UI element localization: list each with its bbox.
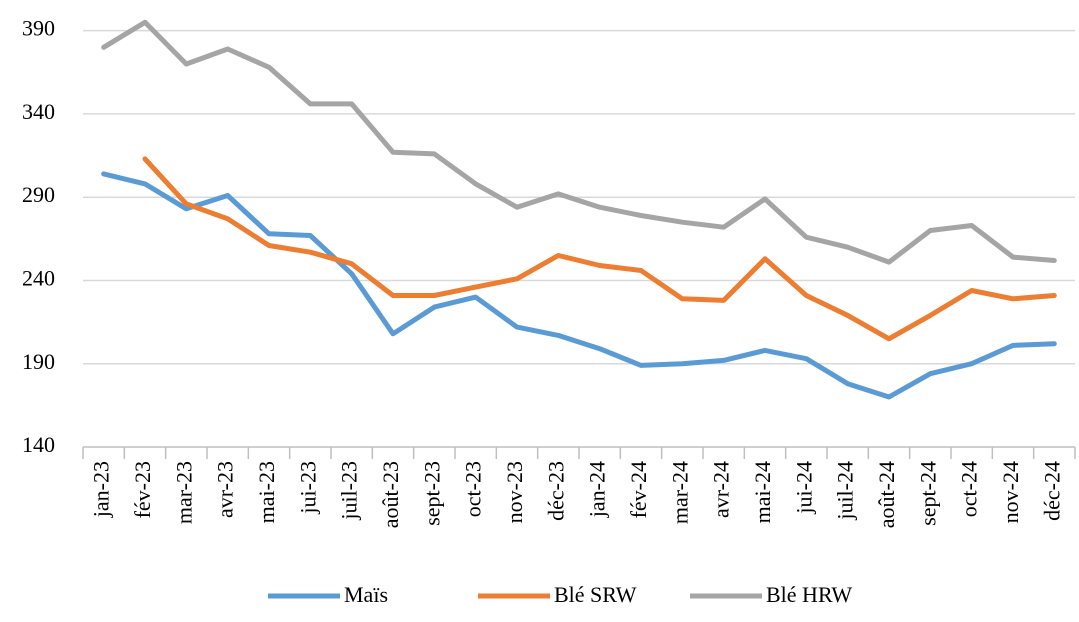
x-tick-label: juil-23 [337,461,362,521]
y-tick-label: 290 [22,182,55,207]
x-tick-label: fév-23 [130,461,155,518]
y-tick-label: 340 [22,99,55,124]
x-tick-label: nov-23 [502,461,527,523]
legend-label: Blé SRW [554,582,637,607]
line [142,156,1057,342]
x-tick-label: oct-23 [461,461,486,517]
line [101,19,1057,265]
y-tick-label: 140 [22,432,55,457]
x-tick-label: jan-24 [585,461,610,518]
line [101,171,1057,400]
x-tick-label: sept-23 [419,461,444,526]
x-tick-label: mai-24 [750,461,775,523]
x-tick-label: mar-24 [667,461,692,524]
x-tick-label: déc-24 [1039,461,1064,521]
x-tick-label: sept-24 [915,461,940,526]
x-tick-label: août-24 [874,461,899,528]
x-tick-label: avr-24 [709,461,734,518]
x-tick-label: oct-24 [957,461,982,517]
y-tick-label: 190 [22,349,55,374]
x-tick-label: mar-23 [171,461,196,524]
x-tick-label: nov-24 [998,461,1023,523]
y-tick-label: 390 [22,16,55,41]
x-tick-label: jui-24 [791,461,816,515]
x-tick-label: avr-23 [213,461,238,518]
x-tick-label: fév-24 [626,461,651,518]
legend-label: Maïs [344,582,388,607]
x-tick-label: jui-23 [295,461,320,515]
x-tick-label: juil-24 [833,461,858,521]
x-tick-label: jan-23 [89,461,114,518]
x-tick-label: déc-23 [543,461,568,521]
legend-label: Blé HRW [766,582,852,607]
y-tick-label: 240 [22,266,55,291]
x-tick-label: mai-23 [254,461,279,523]
x-tick-label: août-23 [378,461,403,528]
